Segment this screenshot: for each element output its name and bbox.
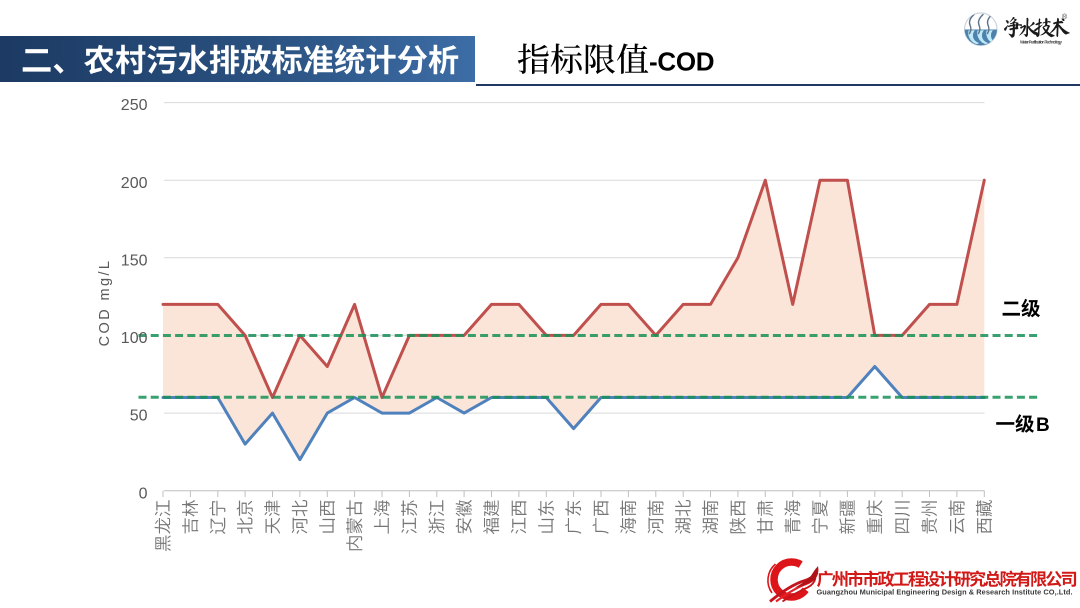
svg-text:Guangzhou Municipal Engineerin: Guangzhou Municipal Engineering Design &… xyxy=(817,588,1073,597)
svg-text:100: 100 xyxy=(121,330,148,347)
svg-text:Water Purification Technology: Water Purification Technology xyxy=(1020,40,1063,45)
svg-text:200: 200 xyxy=(121,175,148,192)
svg-text:COD mg/L: COD mg/L xyxy=(97,259,113,347)
svg-text:150: 150 xyxy=(121,252,148,269)
svg-text:®: ® xyxy=(1062,13,1068,21)
svg-text:0: 0 xyxy=(139,485,148,502)
svg-text:-COD: -COD xyxy=(649,47,714,77)
svg-text:50: 50 xyxy=(130,408,148,425)
svg-text:250: 250 xyxy=(121,97,148,114)
svg-text:B: B xyxy=(1036,415,1050,436)
